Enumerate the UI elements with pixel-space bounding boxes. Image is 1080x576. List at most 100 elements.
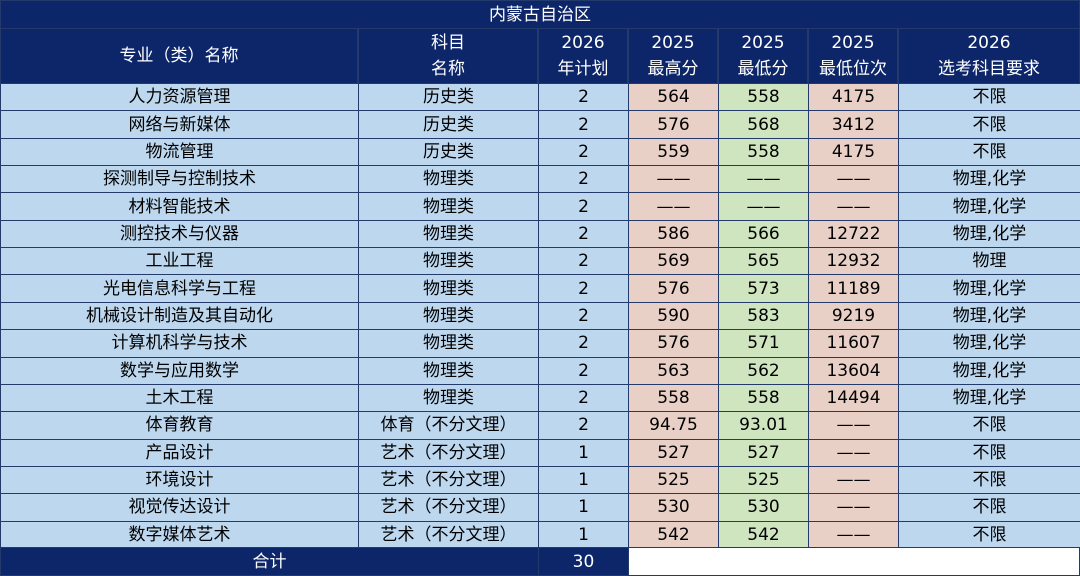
table-cell: 2 xyxy=(538,165,629,194)
table-cell: 1 xyxy=(538,465,629,495)
table-cell: 2 xyxy=(538,383,629,413)
table-cell: 530 xyxy=(628,493,719,522)
table-cell: 物理,化学 xyxy=(898,274,1080,303)
table-cell: 物理类 xyxy=(358,274,539,303)
table-cell: 573 xyxy=(718,274,809,303)
table-cell: 视觉传达设计 xyxy=(0,493,359,522)
header-cell: 2025 最高分 xyxy=(628,28,718,84)
table-cell: 物理,化学 xyxy=(898,329,1080,358)
header-text: 专业（类）名称 xyxy=(119,46,239,66)
table-cell: 历史类 xyxy=(358,137,539,167)
table-cell: 2 xyxy=(538,192,629,221)
table-cell: 艺术（不分文理） xyxy=(358,465,539,495)
header-text: 2025 xyxy=(741,33,785,53)
table-cell: 数字媒体艺术 xyxy=(0,520,359,549)
table-cell: 测控技术与仪器 xyxy=(0,219,359,249)
table-cell: —— xyxy=(628,192,719,221)
table-cell: 环境设计 xyxy=(0,465,359,495)
header-text: 科目 xyxy=(431,33,465,53)
table-cell: 558 xyxy=(718,83,809,112)
table-cell: 2 xyxy=(538,329,629,358)
table-cell: 材料智能技术 xyxy=(0,192,359,221)
table-cell: 559 xyxy=(628,137,719,167)
table-cell: 光电信息科学与工程 xyxy=(0,274,359,303)
table-cell: 565 xyxy=(718,247,809,276)
table-cell: 机械设计制造及其自动化 xyxy=(0,301,359,331)
table-cell: 艺术（不分文理） xyxy=(358,438,539,467)
table-cell: 568 xyxy=(718,110,809,139)
table-cell: 物理类 xyxy=(358,329,539,358)
table-cell: 569 xyxy=(628,247,719,276)
table-cell: 525 xyxy=(628,465,719,495)
table-cell: —— xyxy=(718,192,809,221)
table-title: 内蒙古自治区 xyxy=(0,0,1080,29)
table-cell: 历史类 xyxy=(358,83,539,112)
table-cell: 586 xyxy=(628,219,719,249)
table-cell: 2 xyxy=(538,219,629,249)
table-cell: 数学与应用数学 xyxy=(0,356,359,385)
table-cell: 工业工程 xyxy=(0,247,359,276)
table-cell: 不限 xyxy=(898,438,1080,467)
table-cell: —— xyxy=(808,520,899,549)
table-cell: 11189 xyxy=(808,274,899,303)
table-cell: 542 xyxy=(718,520,809,549)
table-cell: 9219 xyxy=(808,301,899,331)
table-cell: 体育（不分文理） xyxy=(358,411,539,440)
table-cell: 93.01 xyxy=(718,411,809,440)
table-cell: 物理,化学 xyxy=(898,383,1080,413)
table-cell: 2 xyxy=(538,274,629,303)
table-cell: 558 xyxy=(718,383,809,413)
table-cell: —— xyxy=(808,438,899,467)
table-cell: 物理 xyxy=(898,247,1080,276)
table-cell: 2 xyxy=(538,137,629,167)
table-cell: 2 xyxy=(538,301,629,331)
table-cell: 土木工程 xyxy=(0,383,359,413)
table-cell: 物理,化学 xyxy=(898,165,1080,194)
table-cell: 2 xyxy=(538,356,629,385)
table-cell: 558 xyxy=(628,383,719,413)
table-cell: 艺术（不分文理） xyxy=(358,493,539,522)
table-cell: 物理,化学 xyxy=(898,356,1080,385)
total-label: 合计 xyxy=(0,547,539,576)
table-cell: 576 xyxy=(628,274,719,303)
table-cell: 583 xyxy=(718,301,809,331)
table-cell: 94.75 xyxy=(628,411,719,440)
table-cell: 542 xyxy=(628,520,719,549)
table-cell: 564 xyxy=(628,83,719,112)
table-cell: 物理类 xyxy=(358,192,539,221)
table-cell: —— xyxy=(808,411,899,440)
table-cell: 4175 xyxy=(808,137,899,167)
table-cell: —— xyxy=(808,192,899,221)
table-cell: 576 xyxy=(628,110,719,139)
header-cell: 2026 年计划 xyxy=(538,28,628,84)
header-text: 2025 xyxy=(831,33,875,53)
table-cell: —— xyxy=(718,165,809,194)
table-cell: 产品设计 xyxy=(0,438,359,467)
table-cell: 不限 xyxy=(898,83,1080,112)
table-cell: —— xyxy=(628,165,719,194)
header-text: 最低分 xyxy=(737,59,789,79)
table-cell: 物理,化学 xyxy=(898,192,1080,221)
table-cell: 物理类 xyxy=(358,301,539,331)
table-cell: 物理,化学 xyxy=(898,219,1080,249)
header-cell: 科目 名称 xyxy=(358,28,538,84)
table-cell: 11607 xyxy=(808,329,899,358)
header-text: 名称 xyxy=(431,59,465,79)
table-cell: 4175 xyxy=(808,83,899,112)
table-cell: 历史类 xyxy=(358,110,539,139)
header-cell: 专业（类）名称 xyxy=(0,28,358,84)
header-text: 2026 xyxy=(967,33,1011,53)
table-cell: 计算机科学与技术 xyxy=(0,329,359,358)
table-cell: 不限 xyxy=(898,520,1080,549)
table-cell: 590 xyxy=(628,301,719,331)
table-cell: 527 xyxy=(718,438,809,467)
table-cell: 2 xyxy=(538,110,629,139)
table-cell: 566 xyxy=(718,219,809,249)
total-value: 30 xyxy=(538,547,629,576)
table-cell: 14494 xyxy=(808,383,899,413)
table-cell: 物流管理 xyxy=(0,137,359,167)
table-cell: 12722 xyxy=(808,219,899,249)
table-cell: 1 xyxy=(538,520,629,549)
table-cell: 576 xyxy=(628,329,719,358)
